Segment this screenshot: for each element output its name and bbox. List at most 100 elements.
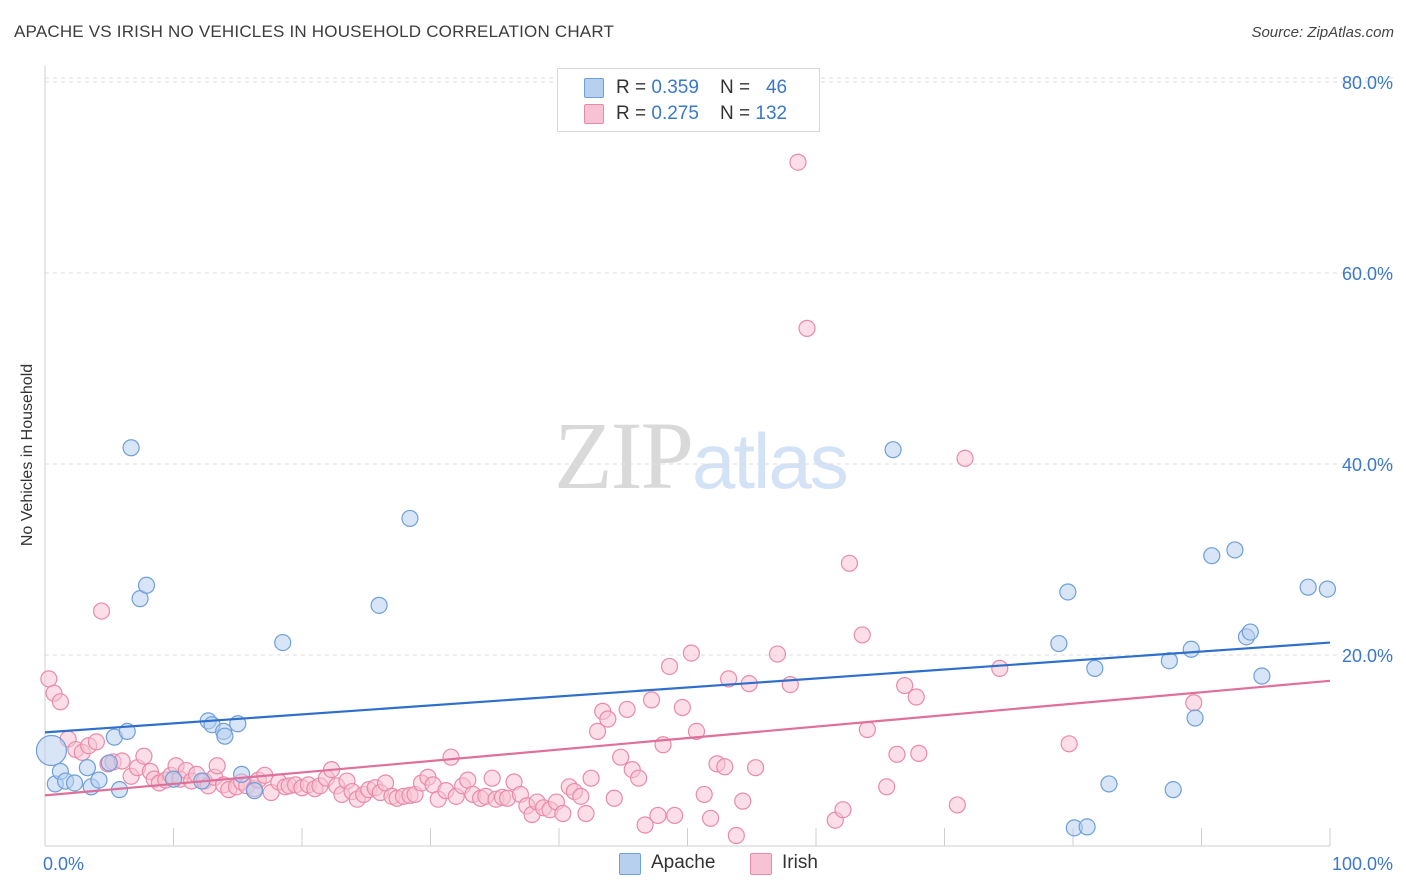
apache-point[interactable] [122,439,140,457]
irish-point[interactable] [910,744,928,762]
irish-point[interactable] [442,748,460,766]
irish-point[interactable] [612,748,630,766]
irish-points [40,153,1203,845]
irish-point[interactable] [87,733,106,751]
irish-point[interactable] [991,659,1009,677]
apache-point[interactable] [884,441,902,459]
apache-point[interactable] [1203,547,1221,565]
irish-point[interactable] [840,554,859,572]
irish-point[interactable] [40,670,58,688]
irish-point[interactable] [798,319,816,337]
apache-points [35,439,1337,837]
apache-trend-line [44,641,1331,734]
irish-point[interactable] [636,816,654,834]
apache-legend-label: Apache [651,852,716,873]
irish-n-value: 132 [755,103,788,124]
irish-point[interactable] [666,806,684,825]
apache-point[interactable] [245,782,264,800]
axes [44,66,1331,847]
apache-point[interactable] [1078,818,1096,836]
apache-point[interactable] [65,774,84,792]
apache-point[interactable] [1100,775,1118,793]
apache-point[interactable] [1050,634,1068,653]
irish-point[interactable] [1060,735,1078,753]
irish-legend-label: Irish [782,852,818,873]
apache-point[interactable] [233,765,251,783]
apache-point[interactable] [1164,781,1182,799]
irish-point[interactable] [734,792,752,810]
irish-point[interactable] [577,804,595,823]
irish-point[interactable] [907,688,925,706]
irish-point[interactable] [702,809,720,827]
irish-point[interactable] [588,722,607,741]
irish-point[interactable] [948,796,966,814]
apache-point[interactable] [274,633,292,652]
irish-r-label: R = [616,103,652,124]
irish-point[interactable] [660,657,679,676]
correlation-legend: R = 0.359 N = 46 R = 0.275 N = 132 [557,68,820,132]
irish-point[interactable] [727,826,745,845]
irish-point[interactable] [1185,694,1203,712]
irish-point[interactable] [618,700,636,719]
apache-point[interactable] [1182,640,1200,658]
apache-point[interactable] [1299,578,1317,596]
watermark-zip: ZIP [554,402,694,509]
irish-point[interactable] [92,602,111,620]
irish-legend-swatch [750,853,772,875]
apache-n-value: 46 [765,77,788,98]
apache-point[interactable] [1241,623,1259,641]
irish-point[interactable] [630,769,648,787]
x-tick-label-min: 0.0% [43,854,84,874]
irish-point[interactable] [51,693,70,711]
apache-point[interactable] [1318,580,1337,598]
irish-point[interactable] [695,785,713,804]
apache-point[interactable] [370,596,388,614]
irish-point[interactable] [135,747,153,765]
irish-point[interactable] [605,789,623,807]
apache-point[interactable] [401,509,419,528]
irish-point[interactable] [554,804,572,823]
apache-r-label: R = [616,77,652,98]
apache-point[interactable] [35,734,68,767]
gridlines [45,77,1394,656]
irish-point[interactable] [720,670,738,688]
apache-point[interactable] [1086,659,1104,677]
irish-point[interactable] [208,757,226,775]
irish-point[interactable] [896,676,914,695]
apache-legend-swatch [619,853,641,875]
irish-point[interactable] [483,769,501,787]
irish-point[interactable] [747,759,765,777]
irish-point[interactable] [853,626,871,644]
irish-point[interactable] [789,153,807,171]
irish-point[interactable] [768,645,787,663]
y-tick-label: 20.0% [1342,646,1393,666]
irish-point[interactable] [582,769,600,787]
irish-point[interactable] [716,758,734,776]
y-tick-label: 40.0% [1342,455,1393,475]
irish-point[interactable] [956,449,974,467]
apache-point[interactable] [216,727,234,745]
irish-point[interactable] [682,644,700,662]
irish-point[interactable] [673,698,691,717]
apache-point[interactable] [137,576,156,594]
irish-point[interactable] [642,691,661,709]
irish-point[interactable] [878,778,896,796]
apache-point[interactable] [1186,709,1204,727]
source-credit: Source: ZipAtlas.com [1251,24,1394,41]
irish-point[interactable] [649,806,667,825]
apache-point[interactable] [1253,667,1271,685]
apache-point[interactable] [100,754,118,772]
apache-point[interactable] [90,771,108,789]
irish-point[interactable] [687,722,706,741]
apache-point[interactable] [1226,541,1244,559]
apache-point[interactable] [1059,583,1077,601]
irish-point[interactable] [888,745,906,763]
irish-point[interactable] [599,710,617,728]
irish-point[interactable] [572,787,590,805]
irish-point[interactable] [834,801,852,819]
apache-point[interactable] [78,759,97,777]
irish-point[interactable] [459,771,477,789]
irish-point[interactable] [858,720,877,739]
trend-lines [44,641,1331,797]
